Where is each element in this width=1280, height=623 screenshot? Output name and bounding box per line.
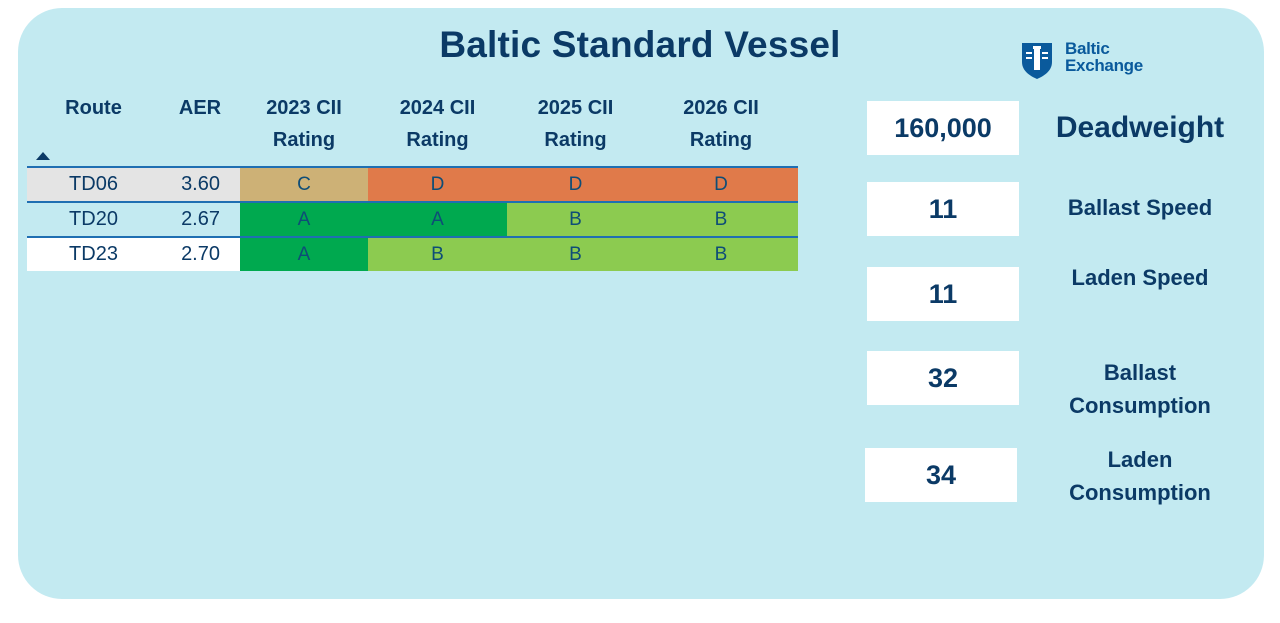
logo-line-1: Baltic bbox=[1065, 39, 1110, 58]
ballast-consumption-value: 32 bbox=[867, 351, 1019, 405]
table-row[interactable]: TD06 3.60 C D D D bbox=[27, 168, 798, 201]
rating-cell: A bbox=[240, 203, 368, 236]
logo-line-2: Exchange bbox=[1065, 56, 1143, 75]
header-2024-line2: Rating bbox=[406, 129, 469, 151]
aer-header-label: AER bbox=[178, 97, 222, 119]
ballast-consumption-label: Ballast Consumption bbox=[1040, 356, 1240, 422]
rating-cell: B bbox=[644, 203, 798, 236]
rating-cell: B bbox=[507, 203, 644, 236]
column-header-2023-cii[interactable]: 2023 CII Rating bbox=[240, 92, 368, 156]
aer-cell: 2.67 bbox=[160, 203, 240, 236]
header-2026-line2: Rating bbox=[689, 129, 753, 151]
laden-consumption-value: 34 bbox=[865, 448, 1017, 502]
route-header-label: Route bbox=[65, 97, 122, 119]
aer-value: 2.67 bbox=[181, 208, 220, 230]
deadweight-value: 160,000 bbox=[867, 101, 1019, 155]
rating-cell: A bbox=[368, 203, 507, 236]
column-header-route[interactable]: Route bbox=[27, 92, 160, 124]
route-cell: TD23 bbox=[27, 238, 160, 271]
rating-cell: C bbox=[240, 168, 368, 201]
laden-speed-label: Laden Speed bbox=[1071, 265, 1209, 290]
baltic-exchange-logo: Baltic Exchange bbox=[1020, 40, 1170, 82]
column-header-2024-cii[interactable]: 2024 CII Rating bbox=[368, 92, 507, 156]
sort-ascending-icon[interactable] bbox=[36, 152, 50, 160]
rating-cell: A bbox=[240, 238, 368, 271]
logo-wordmark: Baltic Exchange bbox=[1065, 40, 1143, 74]
header-2025-line2: Rating bbox=[544, 129, 607, 151]
aer-cell: 3.60 bbox=[160, 168, 240, 201]
ballast-consumption-label-line1: Ballast bbox=[1103, 360, 1177, 385]
lighthouse-shield-icon bbox=[1022, 43, 1052, 79]
header-2026-line1: 2026 CII bbox=[683, 97, 759, 119]
column-header-2026-cii[interactable]: 2026 CII Rating bbox=[644, 92, 798, 156]
header-2024-line1: 2024 CII bbox=[399, 97, 476, 119]
rating-cell: B bbox=[368, 238, 507, 271]
column-header-2025-cii[interactable]: 2025 CII Rating bbox=[507, 92, 644, 156]
laden-consumption-label: Laden Consumption bbox=[1040, 443, 1240, 509]
aer-value: 2.70 bbox=[181, 243, 220, 265]
aer-value: 3.60 bbox=[181, 173, 220, 195]
aer-cell: 2.70 bbox=[160, 238, 240, 271]
rating-cell: B bbox=[507, 238, 644, 271]
rating-cell: D bbox=[368, 168, 507, 201]
header-divider bbox=[27, 166, 798, 168]
row-divider bbox=[27, 201, 798, 203]
route-cell: TD06 bbox=[27, 168, 160, 201]
route-cell: TD20 bbox=[27, 203, 160, 236]
header-2023-line1: 2023 CII bbox=[266, 97, 342, 119]
ballast-consumption-label-line2: Consumption bbox=[1069, 393, 1211, 418]
dashboard-panel bbox=[18, 8, 1264, 599]
row-divider bbox=[27, 236, 798, 238]
table-row[interactable]: TD23 2.70 A B B B bbox=[27, 238, 798, 271]
column-header-aer[interactable]: AER bbox=[160, 92, 240, 124]
deadweight-label: Deadweight bbox=[1055, 111, 1225, 144]
page-title: Baltic Standard Vessel bbox=[439, 24, 841, 65]
ballast-speed-label: Ballast Speed bbox=[1067, 195, 1213, 220]
table-row[interactable]: TD20 2.67 A A B B bbox=[27, 203, 798, 236]
laden-consumption-label-line2: Consumption bbox=[1069, 480, 1211, 505]
laden-consumption-label-line1: Laden bbox=[1107, 447, 1173, 472]
rating-cell: D bbox=[507, 168, 644, 201]
rating-cell: B bbox=[644, 238, 798, 271]
rating-cell: D bbox=[644, 168, 798, 201]
laden-speed-value: 11 bbox=[867, 267, 1019, 321]
ballast-speed-value: 11 bbox=[867, 182, 1019, 236]
header-2025-line1: 2025 CII bbox=[537, 97, 614, 119]
header-2023-line2: Rating bbox=[272, 129, 336, 151]
